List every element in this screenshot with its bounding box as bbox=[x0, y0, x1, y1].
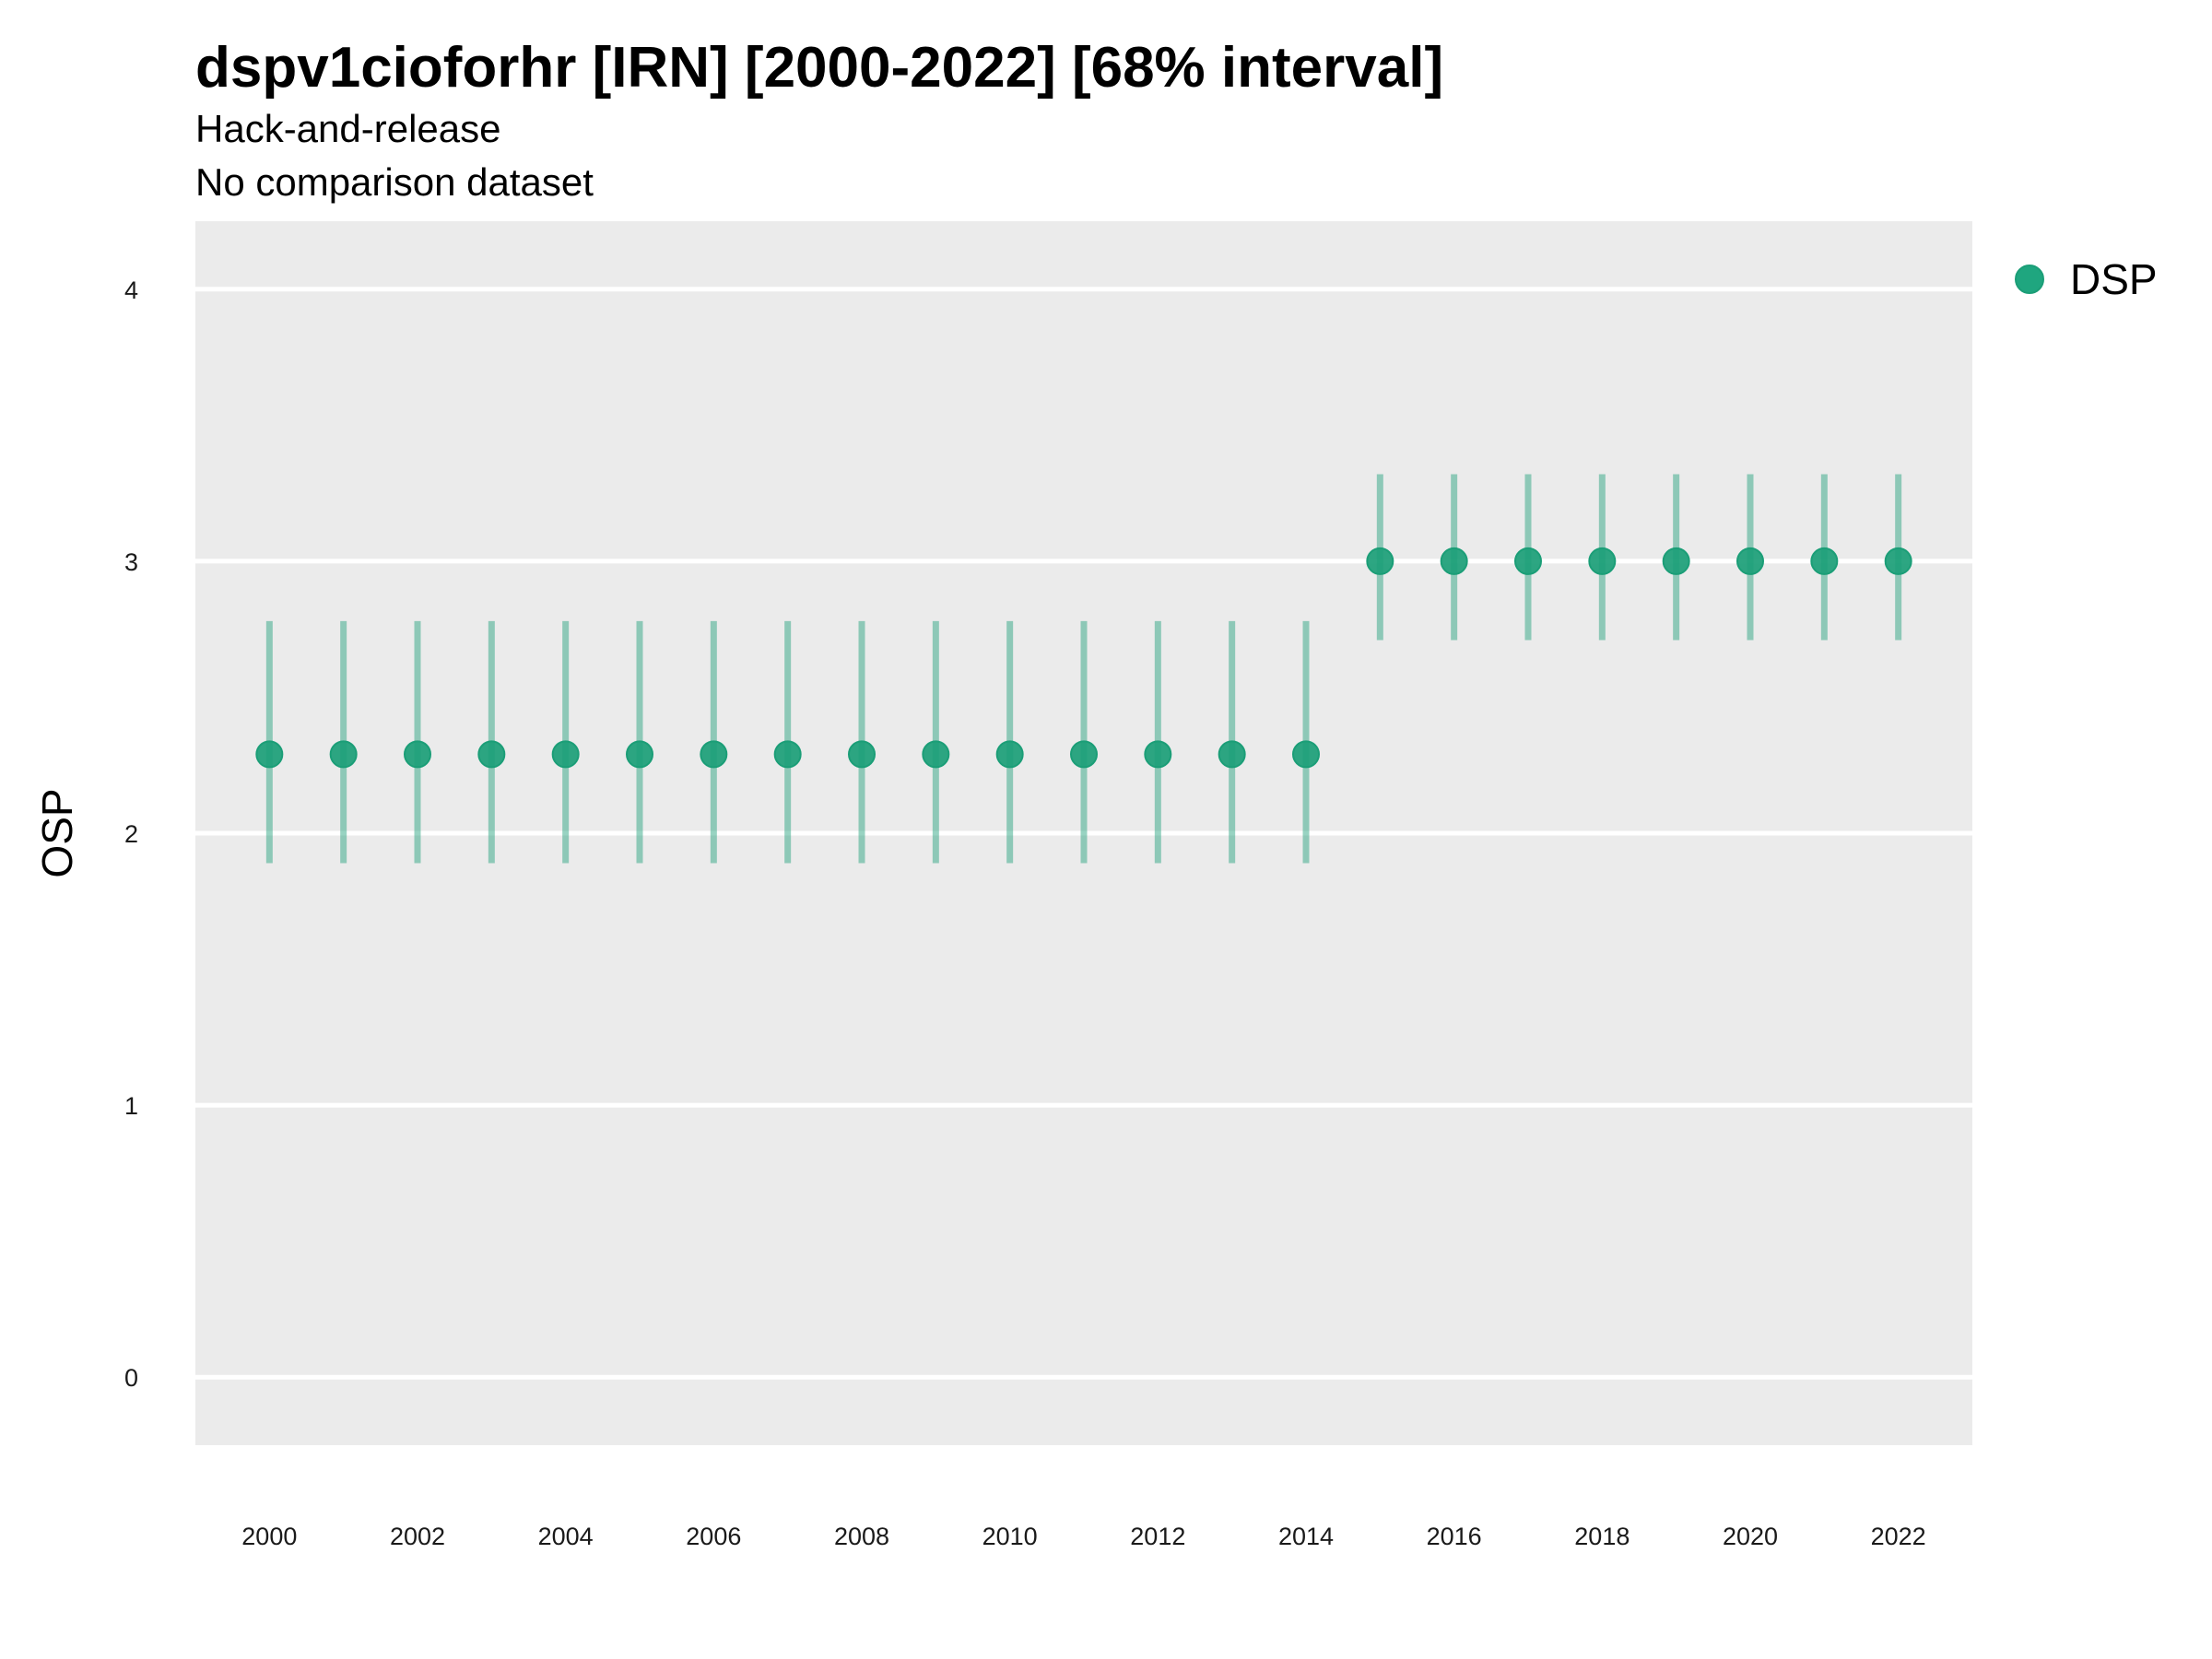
data-point bbox=[922, 740, 950, 769]
x-tick-label: 2014 bbox=[1278, 1523, 1334, 1550]
y-axis-ticks: 0 1 2 3 4 bbox=[124, 276, 138, 1392]
y-tick-label: 1 bbox=[124, 1092, 138, 1120]
y-tick-label: 2 bbox=[124, 820, 138, 848]
x-tick-label: 2018 bbox=[1574, 1523, 1630, 1550]
x-tick-label: 2004 bbox=[538, 1523, 594, 1550]
x-tick-label: 2002 bbox=[390, 1523, 445, 1550]
data-point bbox=[1514, 547, 1542, 575]
data-point bbox=[1218, 740, 1246, 769]
data-point bbox=[551, 740, 580, 769]
y-tick-label: 0 bbox=[124, 1364, 138, 1392]
x-tick-label: 2022 bbox=[1871, 1523, 1926, 1550]
y-tick-label: 4 bbox=[124, 276, 138, 304]
data-point bbox=[1292, 740, 1320, 769]
data-point bbox=[329, 740, 358, 769]
x-tick-label: 2008 bbox=[834, 1523, 889, 1550]
x-tick-label: 2000 bbox=[241, 1523, 297, 1550]
chart-title: dspv1cioforhr [IRN] [2000-2022] [68% int… bbox=[195, 36, 1444, 100]
x-tick-label: 2006 bbox=[686, 1523, 741, 1550]
x-axis-ticks: 2000 2002 2004 2006 2008 2010 2012 2014 2016 2018… bbox=[241, 1523, 1925, 1550]
chart-subtitle-comparison: No comparison dataset bbox=[195, 160, 594, 204]
x-tick-label: 2012 bbox=[1130, 1523, 1185, 1550]
data-point bbox=[995, 740, 1024, 769]
data-point bbox=[1736, 547, 1764, 575]
data-points bbox=[255, 547, 1912, 769]
x-tick-label: 2016 bbox=[1427, 1523, 1482, 1550]
y-tick-label: 3 bbox=[124, 548, 138, 576]
y-axis-label: OSP bbox=[33, 788, 81, 877]
data-point bbox=[1366, 547, 1394, 575]
data-point bbox=[1070, 740, 1098, 769]
chart-subtitle-method: Hack-and-release bbox=[195, 107, 501, 150]
legend: DSP bbox=[2015, 254, 2158, 304]
data-point bbox=[477, 740, 506, 769]
legend-key-dsp bbox=[2015, 265, 2044, 294]
data-point bbox=[1588, 547, 1617, 575]
data-point bbox=[848, 740, 876, 769]
data-point bbox=[700, 740, 728, 769]
data-point bbox=[626, 740, 653, 769]
data-point bbox=[1440, 547, 1468, 575]
data-point bbox=[404, 740, 431, 769]
legend-label-dsp: DSP bbox=[2070, 255, 2158, 303]
data-point bbox=[1662, 547, 1690, 575]
data-point bbox=[773, 740, 802, 769]
x-tick-label: 2010 bbox=[982, 1523, 1038, 1550]
gridlines bbox=[195, 287, 1972, 1380]
data-point bbox=[255, 740, 284, 769]
data-point bbox=[1144, 740, 1172, 769]
data-point bbox=[1810, 547, 1839, 575]
data-point bbox=[1884, 547, 1912, 575]
x-tick-label: 2020 bbox=[1723, 1523, 1778, 1550]
